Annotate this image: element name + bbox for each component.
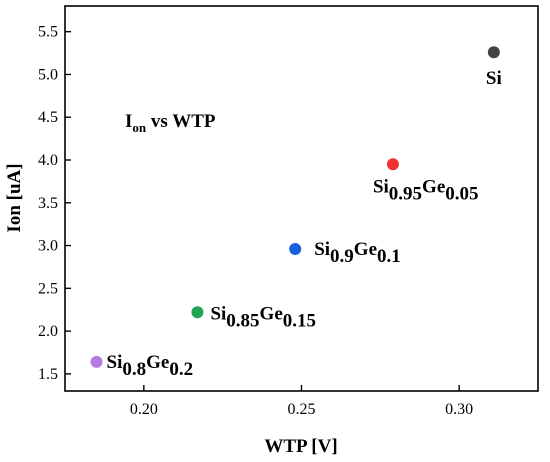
y-tick-label: 3.0 [38, 238, 58, 255]
point-label: Si [486, 68, 502, 89]
y-tick-label: 5.5 [38, 24, 58, 41]
y-tick-label: 2.0 [38, 323, 58, 340]
x-tick-label: 0.25 [288, 401, 316, 418]
y-tick-label: 2.5 [38, 280, 58, 297]
y-tick-label: 3.5 [38, 195, 58, 212]
point-label: Si0.95Ge0.05 [373, 176, 479, 204]
point-label: Si0.8Ge0.2 [107, 352, 194, 380]
data-point [191, 306, 204, 319]
x-tick-label: 0.30 [445, 401, 473, 418]
data-points [90, 46, 500, 368]
x-axis-title: WTP [V] [264, 436, 337, 457]
point-label: Si0.9Ge0.1 [314, 239, 401, 267]
y-tick-label: 5.0 [38, 66, 58, 83]
data-point [289, 242, 302, 255]
x-tick-label: 0.20 [130, 401, 158, 418]
axis-ticks: 0.20 0.25 0.30 1.5 2.0 2.5 3.0 3.5 4.0 4.5 5.0 5.5 [38, 24, 473, 418]
point-labels: Si0.8Ge0.2 Si0.85Ge0.15 Si0.9Ge0.1 Si0.95Ge… [107, 68, 502, 380]
data-point [90, 355, 103, 368]
y-tick-label: 4.0 [38, 152, 58, 169]
y-tick-label: 1.5 [38, 366, 58, 383]
y-tick-label: 4.5 [38, 109, 58, 126]
point-label: Si0.85Ge0.15 [210, 303, 316, 331]
chart-annotation: Ion vs WTP [125, 111, 216, 135]
y-axis-title: Ion [uA] [4, 163, 25, 232]
data-point [487, 46, 500, 59]
data-point [386, 158, 399, 171]
